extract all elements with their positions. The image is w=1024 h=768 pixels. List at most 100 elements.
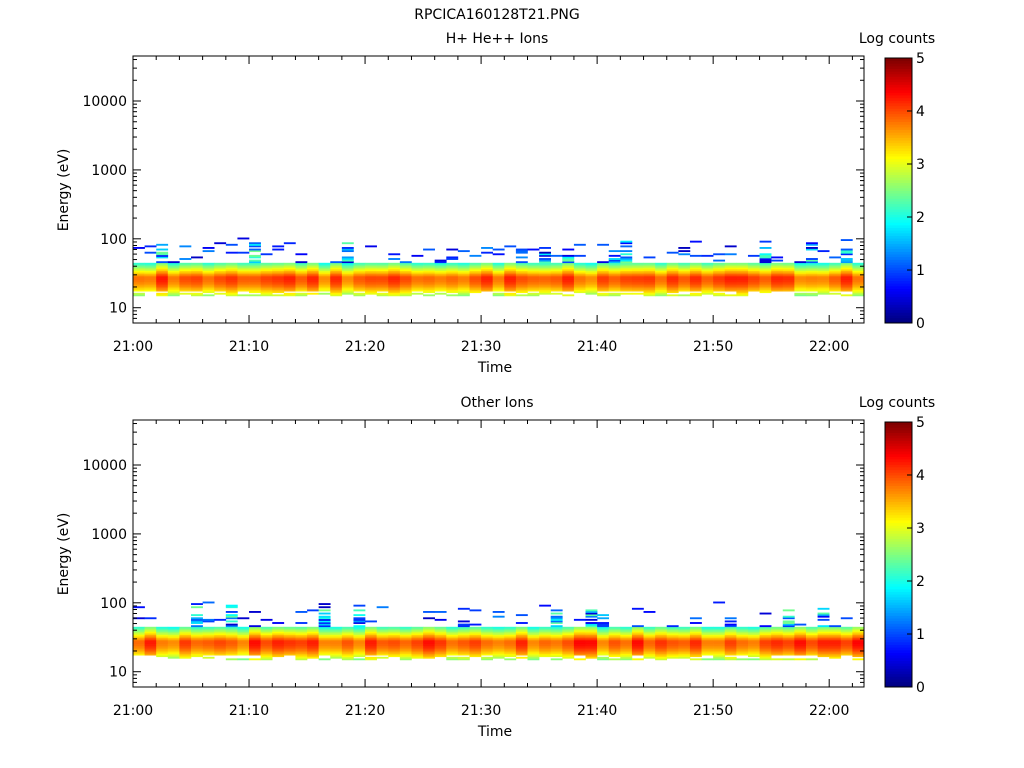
spectrogram-cell: [573, 243, 586, 246]
spectrogram-cell: [133, 641, 145, 643]
spectrogram-cell: [341, 655, 354, 658]
spectrogram-cell: [330, 631, 343, 634]
spectrogram-cell: [666, 277, 679, 279]
spectrogram-cell: [504, 628, 517, 631]
spectrogram-cell: [481, 644, 493, 647]
spectrogram-cell: [446, 637, 459, 640]
spectrogram-cell: [295, 647, 308, 650]
colorbar-tick-label: 5: [916, 415, 925, 431]
spectrogram-cell: [434, 288, 447, 290]
spectrogram-cell: [817, 250, 830, 253]
spectrogram-cell: [527, 286, 540, 289]
spectrogram-cell: [585, 626, 598, 629]
spectrogram-cell: [156, 645, 169, 648]
spectrogram-cell: [701, 267, 714, 270]
spectrogram-cell: [817, 269, 830, 271]
x-tick-label: 21:40: [577, 339, 617, 355]
spectrogram-cell: [376, 265, 389, 268]
spectrogram-cell: [249, 641, 261, 643]
spectrogram-cell: [133, 272, 145, 275]
spectrogram-cell: [283, 265, 296, 268]
spectrogram-cell: [620, 278, 633, 281]
spectrogram-cell: [515, 261, 528, 264]
spectrogram-cell: [423, 628, 435, 631]
spectrogram-cell: [249, 256, 261, 259]
spectrogram-cell: [272, 278, 285, 281]
spectrogram-cell: [283, 634, 296, 637]
spectrogram-cell: [585, 614, 598, 617]
spectrogram-cell: [840, 277, 853, 279]
spectrogram-cell: [620, 636, 633, 639]
spectrogram-cell: [469, 655, 482, 658]
x-tick-label: 21:50: [693, 339, 733, 355]
spectrogram-cell: [376, 267, 389, 270]
spectrogram-cell: [747, 265, 760, 268]
colorbar-segment: [885, 270, 912, 274]
spectrogram-cell: [457, 645, 470, 648]
spectrogram-cell: [492, 642, 505, 645]
spectrogram-cell: [515, 270, 528, 273]
spectrogram-cell: [794, 631, 807, 634]
spectrogram-cell: [365, 645, 377, 648]
spectrogram-cell: [747, 277, 760, 279]
spectrogram-cell: [399, 634, 412, 637]
spectrogram-cell: [295, 645, 308, 648]
spectrogram-cell: [573, 281, 586, 284]
spectrogram-cell: [446, 284, 459, 287]
spectrogram-cell: [423, 264, 435, 267]
spectrogram-cell: [701, 289, 714, 292]
spectrogram-cell: [133, 606, 145, 609]
spectrogram-cell: [585, 647, 598, 650]
spectrogram-cell: [399, 628, 412, 631]
spectrogram-cell: [597, 639, 610, 642]
spectrogram-cell: [817, 283, 830, 286]
spectrogram-cell: [388, 652, 401, 654]
spectrogram-cell: [492, 294, 505, 297]
spectrogram-cell: [631, 607, 644, 610]
spectrogram-cell: [794, 658, 807, 661]
spectrogram-cell: [782, 267, 795, 270]
spectrogram-cell: [817, 273, 830, 276]
spectrogram-cell: [689, 262, 702, 265]
spectrogram-cell: [852, 628, 865, 631]
spectrogram-cell: [597, 634, 610, 637]
spectrogram-cell: [678, 280, 691, 283]
y-tick-label: 10000: [82, 94, 127, 110]
spectrogram-cell: [411, 647, 424, 650]
spectrogram-cell: [423, 642, 435, 645]
spectrogram-cell: [330, 264, 343, 267]
spectrogram-cell: [202, 644, 215, 647]
spectrogram-cell: [365, 631, 377, 634]
spectrogram-cell: [713, 634, 726, 637]
spectrogram-cell: [144, 653, 157, 656]
spectrogram-cell: [283, 644, 296, 647]
spectrogram-cell: [446, 642, 459, 645]
spectrogram-cell: [376, 278, 389, 281]
spectrogram-cell: [423, 278, 435, 281]
spectrogram-cell: [527, 292, 540, 295]
spectrogram-cell: [469, 626, 482, 629]
spectrogram-cell: [133, 648, 145, 651]
colorbar-segment: [885, 219, 912, 223]
spectrogram-cell: [225, 267, 238, 270]
spectrogram-cell: [249, 286, 261, 289]
spectrogram-cell: [330, 280, 343, 283]
spectrogram-cell: [191, 636, 203, 639]
spectrogram-cell: [817, 641, 830, 643]
x-tick-label: 21:40: [577, 703, 617, 719]
spectrogram-cell: [713, 277, 726, 279]
x-axis: 21:00 21:10 21:20 21:30 21:40 21:50 22:00: [113, 56, 853, 355]
spectrogram-cell: [295, 289, 308, 292]
colorbar-segment: [885, 58, 912, 62]
spectrogram-cell: [539, 604, 552, 607]
spectrogram-cell: [608, 273, 621, 276]
spectrogram-cell: [388, 284, 401, 287]
spectrogram-cell: [399, 281, 412, 284]
spectrogram-cell: [457, 289, 470, 292]
spectrogram-cell: [237, 280, 250, 283]
spectrogram-cell: [272, 281, 285, 284]
spectrogram-cell: [631, 262, 644, 265]
spectrogram-cell: [318, 653, 331, 656]
spectrogram-cell: [225, 281, 238, 284]
spectrogram-cell: [225, 284, 238, 287]
